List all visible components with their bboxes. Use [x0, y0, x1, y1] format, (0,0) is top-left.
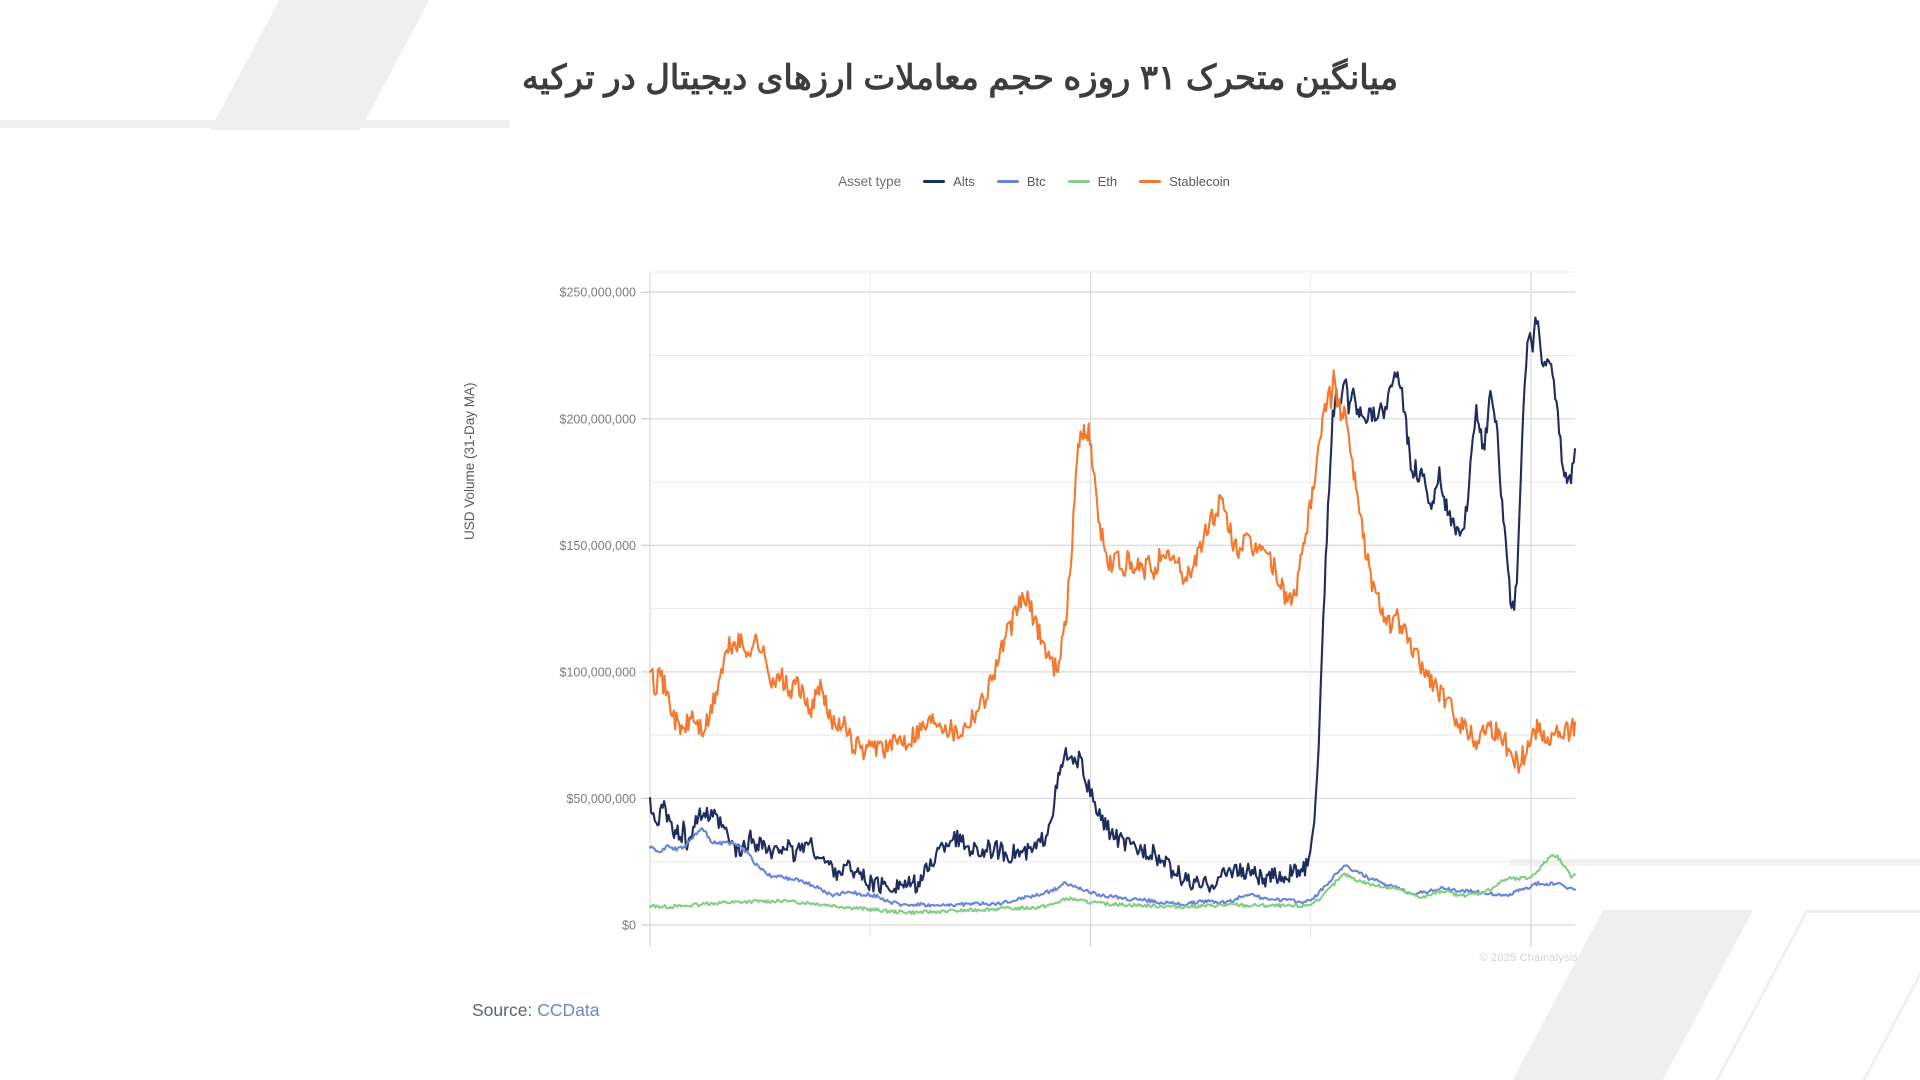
decorative-band-top-left — [0, 120, 510, 128]
y-tick-label: $0 — [622, 919, 636, 933]
legend-label-eth: Eth — [1097, 173, 1118, 189]
legend-swatch-alts — [923, 179, 946, 183]
source-caption: Source: CCData — [472, 1000, 599, 1021]
y-tick-label: $50,000,000 — [566, 792, 636, 806]
legend-swatch-btc — [996, 179, 1019, 183]
page-title: میانگین متحرک ۳۱ روزه حجم معاملات ارزهای… — [521, 59, 1399, 97]
chart-legend: Asset type Alts Btc Eth Stablecoin — [500, 170, 1590, 192]
series-line-btc — [648, 827, 1577, 908]
legend-item-eth[interactable]: Eth — [1067, 173, 1118, 189]
line-chart: $0 $50,000,000 $100,000,000 $150,000,000 $20… — [560, 271, 1577, 947]
y-tick-label: $250,000,000 — [560, 286, 637, 300]
chart-container: Asset type Alts Btc Eth Stablecoin USD V… — [462, 170, 1590, 965]
legend-swatch-stablecoin — [1139, 179, 1162, 183]
plot-host: USD Volume (31-Day MA) $0 $50,000,000 $100… — [462, 210, 1590, 950]
legend-swatch-eth — [1067, 179, 1090, 183]
copyright-text: © 2025 Chainalysis — [1479, 952, 1578, 964]
y-axis-label: USD Volume (31-Day MA) — [462, 382, 477, 540]
y-tick-label: $100,000,000 — [560, 665, 637, 679]
series-line-eth — [648, 853, 1577, 916]
legend-item-stablecoin[interactable]: Stablecoin — [1139, 174, 1230, 189]
series-line-alts — [648, 316, 1577, 895]
decorative-slash-outline-bottom-right — [1694, 910, 1920, 1080]
series-line-stablecoin — [648, 369, 1577, 774]
y-tick-label: $200,000,000 — [560, 412, 637, 426]
y-tick-label: $150,000,000 — [560, 539, 637, 553]
legend-label-btc: Btc — [1026, 173, 1046, 189]
legend-item-alts[interactable]: Alts — [923, 174, 975, 189]
legend-item-btc[interactable]: Btc — [996, 173, 1046, 189]
legend-title: Asset type — [838, 173, 902, 189]
legend-label-alts: Alts — [953, 173, 975, 189]
source-prefix: Source: — [472, 1000, 538, 1020]
source-name: CCData — [537, 1000, 600, 1020]
legend-label-stablecoin: Stablecoin — [1169, 173, 1230, 189]
